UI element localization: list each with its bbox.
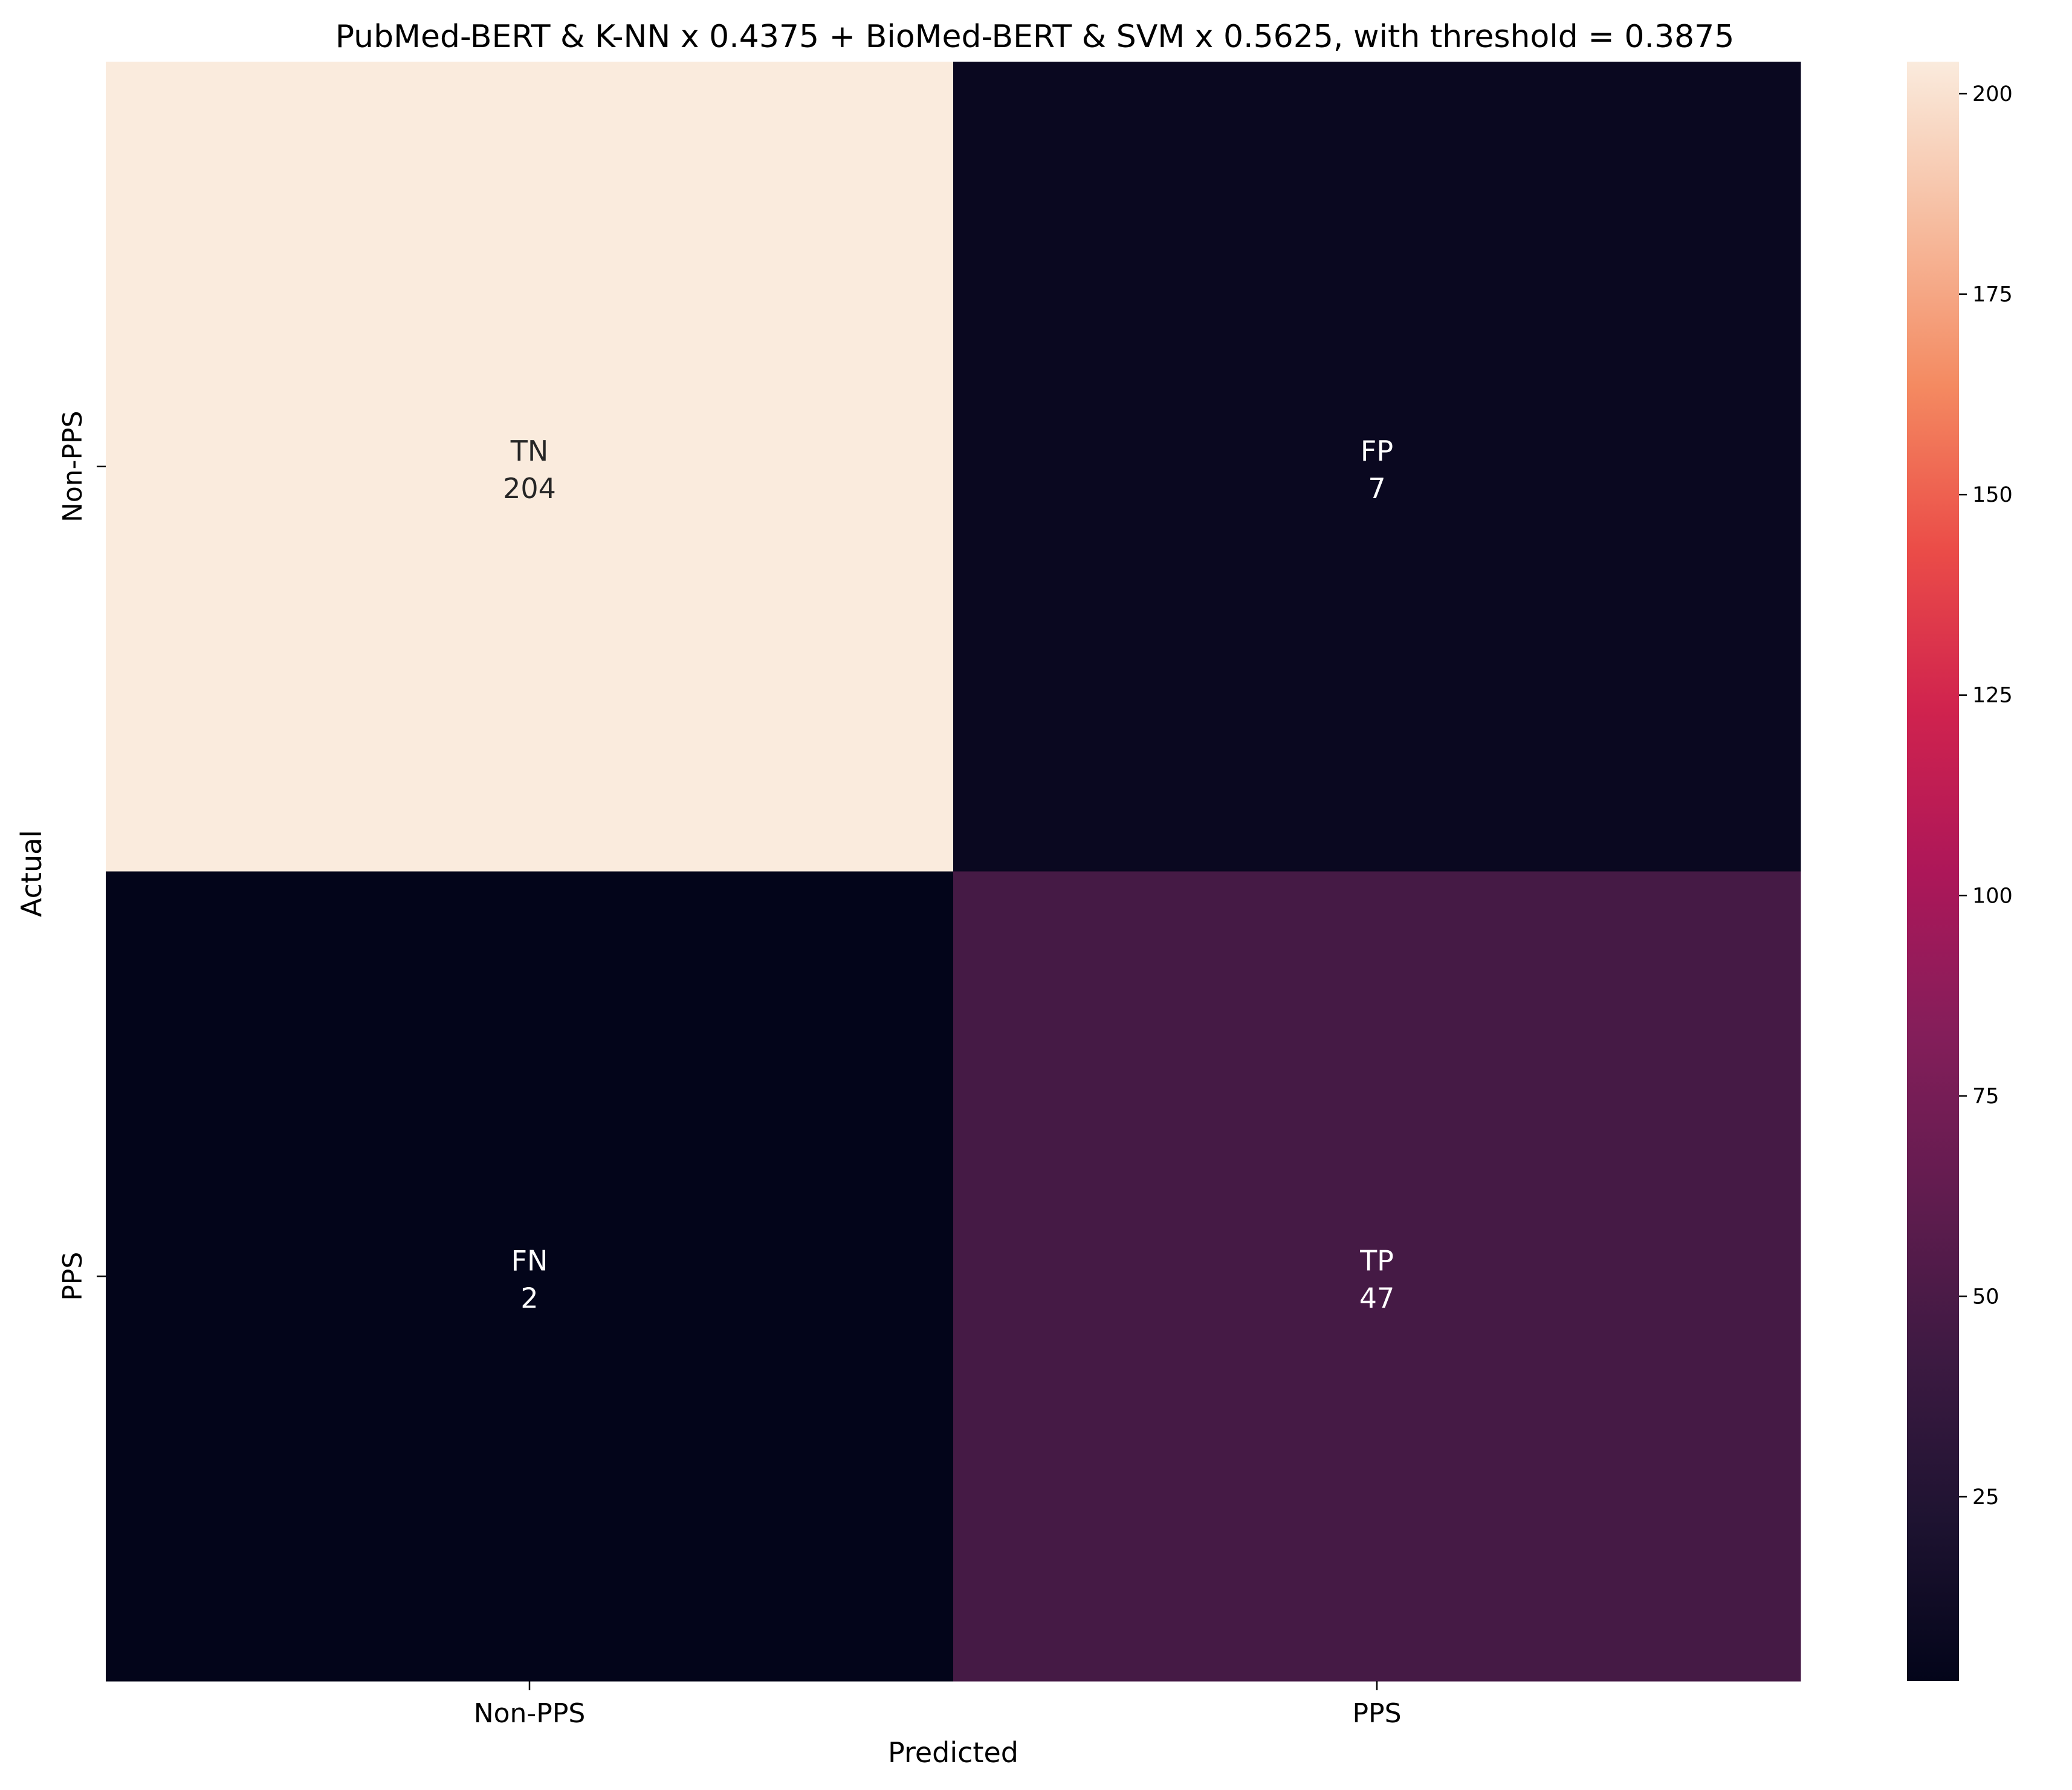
colorbar-tick-label: 75 xyxy=(1972,1085,1999,1109)
x-axis-ticks: Non-PPS PPS xyxy=(474,1681,1402,1729)
colorbar-tick-label: 25 xyxy=(1972,1485,1999,1510)
cell-label-fn: FN xyxy=(511,1244,548,1277)
chart-title: PubMed-BERT & K-NN x 0.4375 + BioMed-BER… xyxy=(335,19,1735,55)
colorbar xyxy=(1907,62,1959,1681)
x-axis-label: Predicted xyxy=(888,1736,1018,1769)
colorbar-tick-label: 200 xyxy=(1972,82,2013,106)
heatmap-cell-tp xyxy=(953,871,1801,1682)
cell-value-fp: 7 xyxy=(1368,472,1385,505)
heatmap-cells: TN 204 FP 7 FN 2 TP 47 xyxy=(106,62,1801,1682)
y-axis-ticks: Non-PPS PPS xyxy=(57,410,106,1301)
y-tick-label: PPS xyxy=(57,1252,88,1301)
colorbar-tick-label: 125 xyxy=(1972,684,2013,708)
colorbar-tick-label: 50 xyxy=(1972,1285,1999,1309)
y-tick-label: Non-PPS xyxy=(57,410,88,522)
colorbar-tick-label: 100 xyxy=(1972,884,2013,908)
cell-label-fp: FP xyxy=(1361,435,1393,467)
y-axis-label: Actual xyxy=(15,830,48,917)
colorbar-ticks: 25 50 75 100 125 150 175 200 xyxy=(1959,82,2013,1510)
cell-label-tp: TP xyxy=(1359,1244,1394,1277)
cell-value-fn: 2 xyxy=(520,1282,538,1314)
colorbar-tick-label: 150 xyxy=(1972,483,2013,507)
x-tick-label: PPS xyxy=(1353,1698,1402,1729)
cell-value-tp: 47 xyxy=(1359,1282,1395,1314)
heatmap-cell-tn xyxy=(106,62,954,872)
cell-value-tn: 204 xyxy=(503,472,556,505)
x-tick-label: Non-PPS xyxy=(474,1698,586,1729)
heatmap-cell-fn xyxy=(106,871,954,1682)
colorbar-tick-label: 175 xyxy=(1972,283,2013,307)
cell-label-tn: TN xyxy=(510,435,549,467)
heatmap-cell-fp xyxy=(953,62,1801,872)
